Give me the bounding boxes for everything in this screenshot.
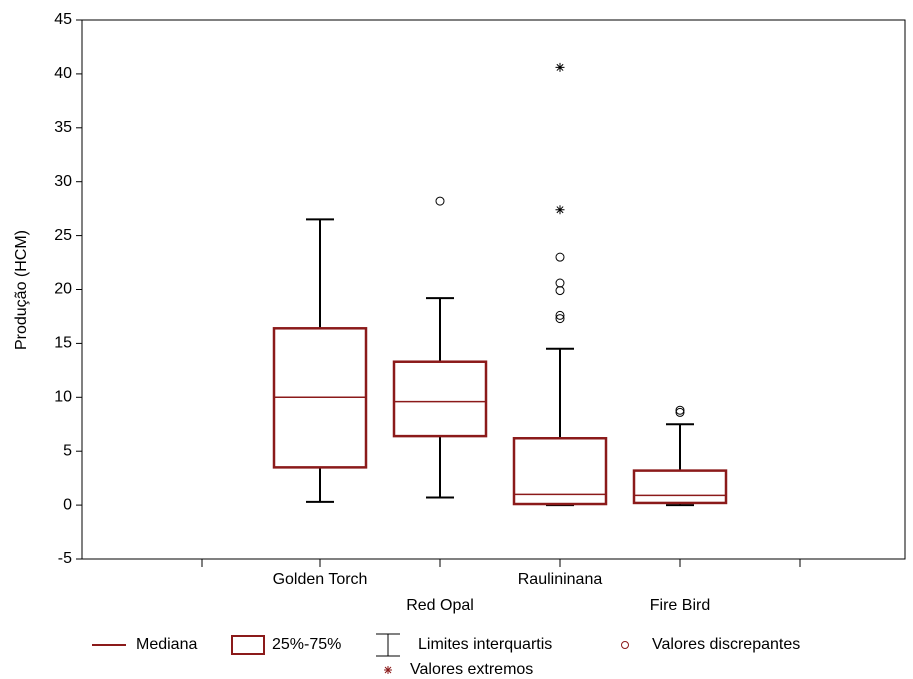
y-tick-label: 35 [54, 119, 72, 136]
y-tick-label: 25 [54, 227, 72, 244]
legend-whisker-icon [376, 633, 400, 657]
y-tick-label: 15 [54, 335, 72, 352]
box-group [632, 405, 728, 507]
outlier [555, 286, 565, 296]
box [512, 437, 608, 506]
outlier [555, 278, 565, 288]
y-axis-label: Produção (HCM) [13, 230, 30, 350]
legend-label: Valores extremos [410, 661, 533, 678]
y-tick-label: 30 [54, 173, 72, 190]
legend-label: 25%-75% [272, 636, 341, 653]
legend-label: Mediana [136, 636, 197, 653]
legend: Mediana 25%-75% Limites interquartis Val… [92, 633, 800, 678]
outlier [555, 252, 565, 262]
x-tick-label: Golden Torch [273, 571, 368, 588]
plot-frame [81, 19, 906, 560]
outlier [675, 407, 685, 417]
box [632, 469, 728, 505]
y-tick-label: 20 [54, 281, 72, 298]
legend-box-icon [231, 635, 265, 655]
box [392, 360, 488, 438]
legend-outlier-icon [621, 641, 629, 649]
y-tick-label: 5 [63, 442, 72, 459]
outlier [555, 314, 565, 324]
y-tick-label: 0 [63, 496, 72, 513]
legend-extreme-icon [384, 666, 392, 674]
y-tick-label: 40 [54, 65, 72, 82]
legend-label: Limites interquartis [418, 636, 552, 653]
y-tick-label: 10 [54, 389, 72, 406]
extreme [555, 205, 565, 215]
x-tick-label: Fire Bird [650, 597, 710, 614]
x-tick-label: Red Opal [406, 597, 474, 614]
legend-label: Valores discrepantes [652, 636, 800, 653]
y-tick-label: -5 [58, 550, 72, 567]
extreme [555, 62, 565, 72]
box-group [512, 62, 608, 507]
outlier [675, 405, 685, 415]
outlier [435, 196, 445, 206]
box-group [392, 196, 488, 499]
y-tick-label: 45 [54, 11, 72, 28]
box-group [272, 218, 368, 503]
x-tick-label: Raulininana [518, 571, 603, 588]
outlier [555, 310, 565, 320]
